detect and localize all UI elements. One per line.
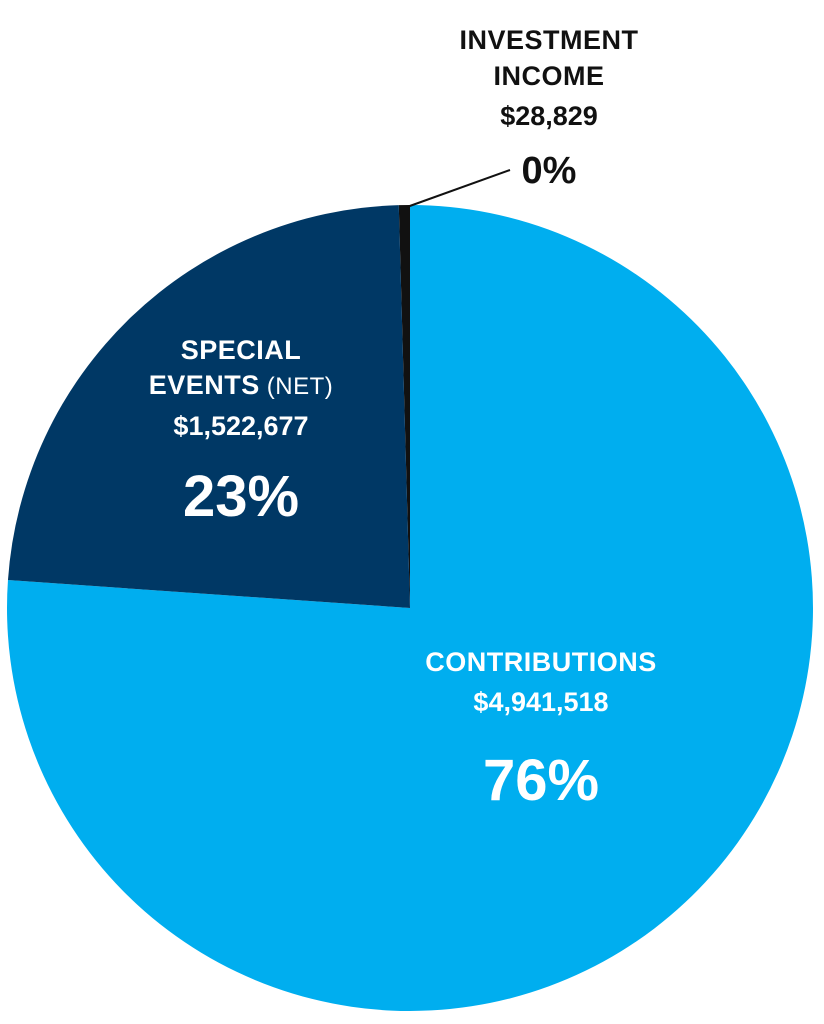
special-events-qualifier: (NET) — [267, 373, 333, 400]
special-events-label-line-1: SPECIAL — [181, 335, 302, 365]
contributions-label: CONTRIBUTIONS — [425, 647, 657, 677]
special-events-amount: $1,522,677 — [173, 411, 308, 441]
investment-income-label-line-2: INCOME — [494, 61, 605, 91]
investment-income-leader-line — [406, 169, 511, 208]
special-events-percent: 23% — [183, 464, 299, 529]
investment-income-amount: $28,829 — [500, 101, 598, 131]
contributions-amount: $4,941,518 — [473, 687, 608, 717]
investment-income-label-line-1: INVESTMENT — [459, 25, 638, 55]
pie-slices — [6, 205, 813, 1011]
pie-slice-investment-income — [398, 205, 410, 608]
pie-slice-special-events — [7, 205, 410, 608]
special-events-label-events: EVENTS — [149, 370, 260, 400]
pie-slice-contributions — [6, 205, 813, 1011]
special-events-label-line-2: EVENTS (NET) — [149, 370, 334, 400]
investment-income-percent: 0% — [522, 150, 577, 192]
contributions-percent: 76% — [483, 748, 599, 813]
